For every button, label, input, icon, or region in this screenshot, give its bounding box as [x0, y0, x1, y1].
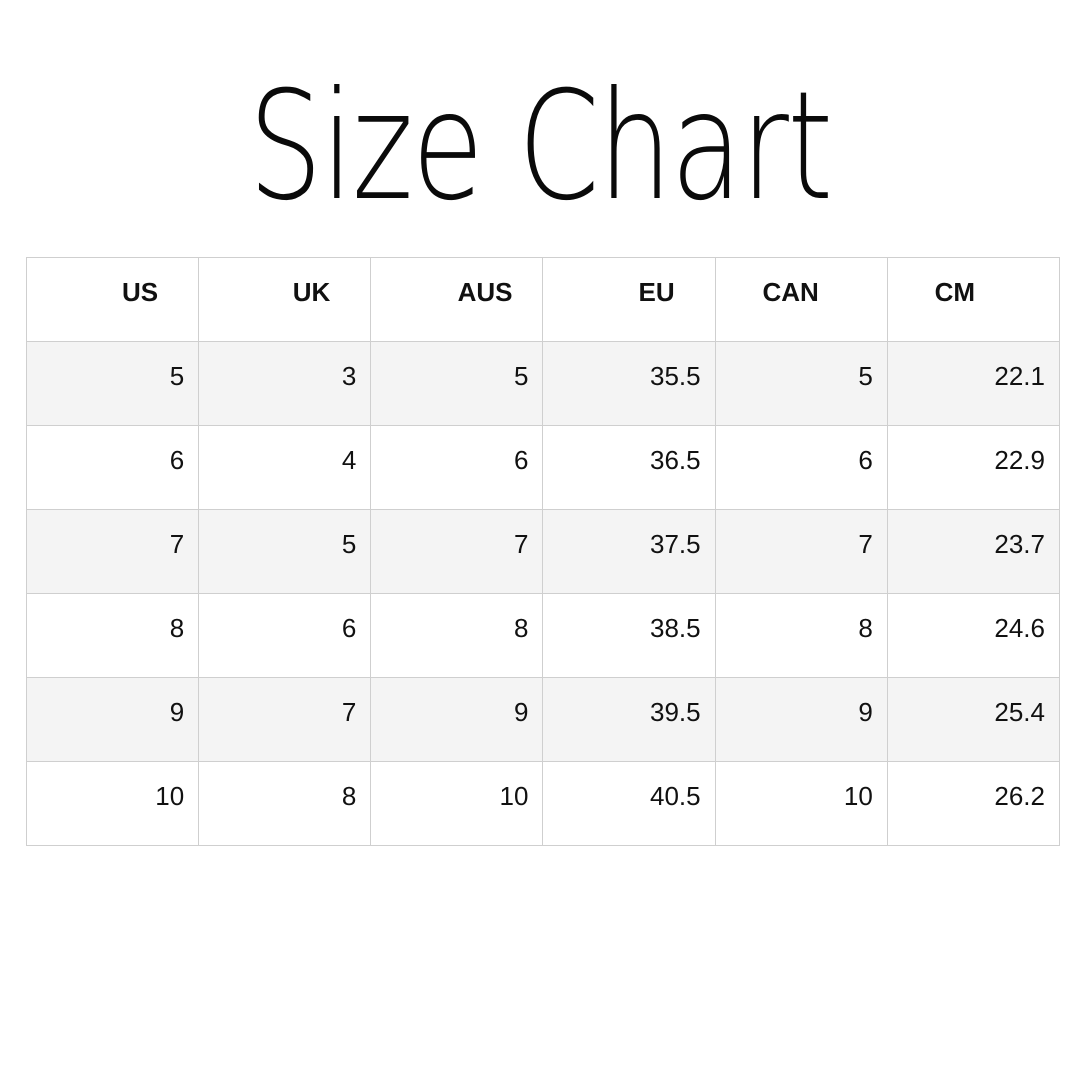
cell-can: 5 [714, 341, 888, 426]
cell-aus: 7 [370, 509, 544, 594]
cell-can: 6 [714, 425, 888, 510]
cell-aus: 6 [370, 425, 544, 510]
cell-cm: 22.1 [886, 341, 1061, 426]
cell-us: 5 [25, 341, 200, 426]
size-chart-table: US UK AUS EU CAN CM 5 3 5 35.5 5 22.1 6 4 6 36.5 6 22.9 7… [25, 257, 1061, 846]
cell-us: 8 [25, 593, 200, 678]
cell-cm: 26.2 [886, 761, 1061, 846]
column-header-us: US [25, 257, 200, 342]
cell-uk: 7 [198, 677, 372, 762]
table-row: 7 5 7 37.5 7 23.7 [25, 509, 1061, 594]
column-header-aus: AUS [370, 257, 544, 342]
cell-us: 6 [25, 425, 200, 510]
table-row: 9 7 9 39.5 9 25.4 [25, 677, 1061, 762]
column-header-can: CAN [714, 257, 888, 342]
cell-eu: 38.5 [542, 593, 716, 678]
cell-aus: 5 [370, 341, 544, 426]
cell-can: 7 [714, 509, 888, 594]
table-row: 5 3 5 35.5 5 22.1 [25, 341, 1061, 426]
header-row: US UK AUS EU CAN CM [25, 257, 1061, 342]
table-row: 10 8 10 40.5 10 26.2 [25, 761, 1061, 846]
cell-eu: 35.5 [542, 341, 716, 426]
cell-aus: 9 [370, 677, 544, 762]
cell-us: 7 [25, 509, 200, 594]
cell-eu: 40.5 [542, 761, 716, 846]
cell-eu: 36.5 [542, 425, 716, 510]
cell-uk: 6 [198, 593, 372, 678]
column-header-eu: EU [542, 257, 716, 342]
cell-can: 10 [714, 761, 888, 846]
table-row: 6 4 6 36.5 6 22.9 [25, 425, 1061, 510]
cell-cm: 23.7 [886, 509, 1061, 594]
table-row: 8 6 8 38.5 8 24.6 [25, 593, 1061, 678]
cell-cm: 22.9 [886, 425, 1061, 510]
cell-uk: 8 [198, 761, 372, 846]
cell-cm: 24.6 [886, 593, 1061, 678]
column-header-cm: CM [886, 257, 1061, 342]
cell-aus: 8 [370, 593, 544, 678]
column-header-uk: UK [198, 257, 372, 342]
cell-uk: 5 [198, 509, 372, 594]
cell-eu: 39.5 [542, 677, 716, 762]
cell-uk: 4 [198, 425, 372, 510]
cell-uk: 3 [198, 341, 372, 426]
page-title: Size Chart [248, 60, 833, 234]
cell-us: 9 [25, 677, 200, 762]
cell-aus: 10 [370, 761, 544, 846]
cell-eu: 37.5 [542, 509, 716, 594]
cell-can: 8 [714, 593, 888, 678]
cell-can: 9 [714, 677, 888, 762]
cell-cm: 25.4 [886, 677, 1061, 762]
cell-us: 10 [25, 761, 200, 846]
